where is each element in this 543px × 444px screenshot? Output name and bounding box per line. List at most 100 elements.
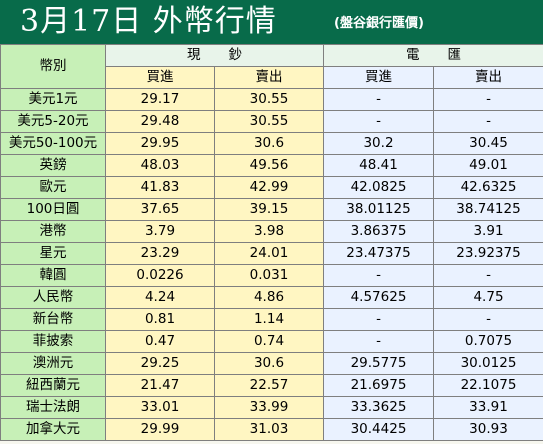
currency-header: 幣別	[0, 44, 106, 89]
cash-sell-value: 24.01	[214, 242, 324, 265]
cash-sell-value: 30.55	[214, 110, 324, 133]
wire-sell-value: -	[433, 264, 543, 287]
wire-buy-value: -	[323, 110, 434, 133]
currency-name: 港幣	[0, 220, 106, 243]
cash-sell-value: 0.031	[214, 264, 324, 287]
cash-sell-value: 49.56	[214, 154, 324, 177]
wire-buy-value: 29.5775	[323, 352, 434, 375]
cash-sell-value: 30.6	[214, 352, 324, 375]
table-row: 英鎊 48.03 49.56 48.41 49.01	[0, 154, 543, 177]
header-bar: 3月17日 外幣行情 (盤谷銀行匯價)	[0, 0, 543, 44]
wire-buy-header: 買進	[323, 66, 434, 89]
wire-buy-value: 23.47375	[323, 242, 434, 265]
cash-sell-value: 22.57	[214, 374, 324, 397]
cash-buy-value: 41.83	[105, 176, 215, 199]
wire-header: 電匯	[323, 44, 543, 67]
currency-name: 100日圓	[0, 198, 106, 221]
wire-sell-value: 4.75	[433, 286, 543, 309]
currency-name: 紐西蘭元	[0, 374, 106, 397]
table-row: 人民幣 4.24 4.86 4.57625 4.75	[0, 286, 543, 309]
wire-buy-value: 3.86375	[323, 220, 434, 243]
wire-sell-value: 30.0125	[433, 352, 543, 375]
cash-buy-value: 0.81	[105, 308, 215, 331]
wire-sell-value: 23.92375	[433, 242, 543, 265]
cash-buy-value: 21.47	[105, 374, 215, 397]
bank-subtitle: (盤谷銀行匯價)	[334, 16, 424, 31]
wire-sell-value: -	[433, 308, 543, 331]
currency-name: 澳洲元	[0, 352, 106, 375]
table-row: 美元50-100元 29.95 30.6 30.2 30.45	[0, 132, 543, 155]
cash-buy-value: 29.99	[105, 418, 215, 441]
cash-sell-value: 30.55	[214, 88, 324, 111]
wire-buy-value: -	[323, 330, 434, 353]
wire-sell-value: 0.7075	[433, 330, 543, 353]
cash-buy-value: 29.95	[105, 132, 215, 155]
currency-name: 菲披索	[0, 330, 106, 353]
table-row: 加拿大元 29.99 31.03 30.4425 30.93	[0, 418, 543, 441]
rate-rows: 美元1元 29.17 30.55- - 美元5-20元 29.48 30.55- - 美元50-…	[0, 88, 543, 441]
cash-buy-value: 29.25	[105, 352, 215, 375]
table-row: 歐元 41.83 42.99 42.0825 42.6325	[0, 176, 543, 199]
wire-buy-value: -	[323, 264, 434, 287]
table-row: 菲披索 0.47 0.74-0.7075	[0, 330, 543, 353]
table-row: 韓圓 0.0226 0.031- -	[0, 264, 543, 287]
cash-sell-value: 30.6	[214, 132, 324, 155]
cash-buy-value: 29.48	[105, 110, 215, 133]
page-title: 3月17日 外幣行情	[20, 4, 277, 39]
table-row: 星元 23.29 24.01 23.47375 23.92375	[0, 242, 543, 265]
wire-sell-value: 38.74125	[433, 198, 543, 221]
table-row: 新台幣 0.81 1.14- -	[0, 308, 543, 331]
wire-buy-value: -	[323, 88, 434, 111]
table-row: 港幣 3.79 3.98 3.86375 3.91	[0, 220, 543, 243]
cash-sell-value: 0.74	[214, 330, 324, 353]
currency-name: 美元1元	[0, 88, 106, 111]
currency-name: 星元	[0, 242, 106, 265]
table-row: 瑞士法朗 33.01 33.99 33.3625 33.91	[0, 396, 543, 419]
wire-sell-value: 42.6325	[433, 176, 543, 199]
currency-name: 美元5-20元	[0, 110, 106, 133]
wire-sell-value: 33.91	[433, 396, 543, 419]
table-row: 美元5-20元 29.48 30.55- -	[0, 110, 543, 133]
wire-sell-value: -	[433, 110, 543, 133]
cash-sell-value: 42.99	[214, 176, 324, 199]
cash-buy-value: 0.47	[105, 330, 215, 353]
table-row: 澳洲元 29.25 30.6 29.5775 30.0125	[0, 352, 543, 375]
wire-buy-value: 4.57625	[323, 286, 434, 309]
cash-buy-header: 買進	[105, 66, 215, 89]
cash-buy-value: 3.79	[105, 220, 215, 243]
table-row: 100日圓 37.65 39.15 38.01125 38.74125	[0, 198, 543, 221]
wire-buy-value: 30.2	[323, 132, 434, 155]
currency-name: 英鎊	[0, 154, 106, 177]
cash-sell-value: 3.98	[214, 220, 324, 243]
cash-sell-value: 39.15	[214, 198, 324, 221]
wire-buy-value: 30.4425	[323, 418, 434, 441]
wire-sell-header: 賣出	[433, 66, 543, 89]
cash-buy-value: 23.29	[105, 242, 215, 265]
cash-buy-value: 4.24	[105, 286, 215, 309]
table-row: 美元1元 29.17 30.55- -	[0, 88, 543, 111]
wire-buy-value: -	[323, 308, 434, 331]
cash-buy-value: 29.17	[105, 88, 215, 111]
wire-buy-value: 38.01125	[323, 198, 434, 221]
wire-buy-value: 21.6975	[323, 374, 434, 397]
cash-sell-value: 31.03	[214, 418, 324, 441]
cash-buy-value: 48.03	[105, 154, 215, 177]
currency-name: 人民幣	[0, 286, 106, 309]
cash-buy-value: 0.0226	[105, 264, 215, 287]
cash-buy-value: 37.65	[105, 198, 215, 221]
currency-name: 加拿大元	[0, 418, 106, 441]
wire-sell-value: 3.91	[433, 220, 543, 243]
cash-sell-value: 4.86	[214, 286, 324, 309]
currency-name: 韓圓	[0, 264, 106, 287]
currency-name: 歐元	[0, 176, 106, 199]
cash-buy-value: 33.01	[105, 396, 215, 419]
cash-sell-value: 1.14	[214, 308, 324, 331]
wire-sell-value: 30.93	[433, 418, 543, 441]
wire-sell-value: 30.45	[433, 132, 543, 155]
table-row: 紐西蘭元 21.47 22.57 21.6975 22.1075	[0, 374, 543, 397]
cash-header: 現鈔	[105, 44, 324, 67]
currency-name: 瑞士法朗	[0, 396, 106, 419]
currency-name: 新台幣	[0, 308, 106, 331]
wire-buy-value: 48.41	[323, 154, 434, 177]
